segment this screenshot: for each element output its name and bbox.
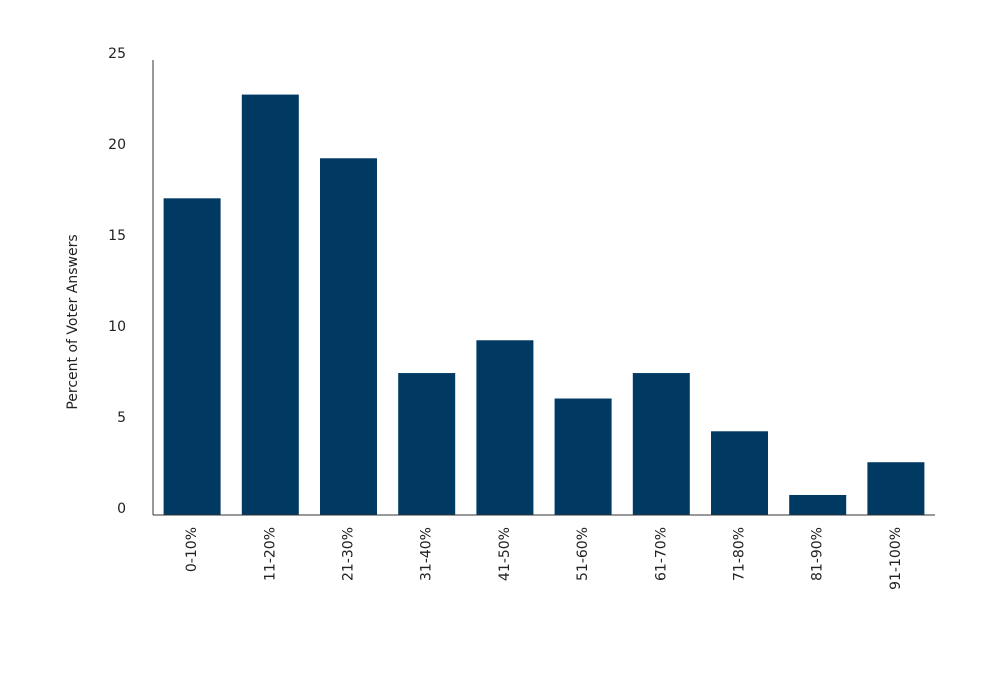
bar — [476, 340, 534, 515]
y-tick-label: 10 — [108, 319, 126, 335]
x-tick-label: 31-40% — [419, 527, 435, 581]
y-axis-label: Percent of Voter Answers — [65, 234, 81, 409]
y-tick-label: 20 — [108, 137, 126, 153]
y-tick-label: 25 — [108, 46, 126, 62]
bar — [320, 158, 377, 515]
bar — [241, 94, 299, 515]
x-tick-label: 81-90% — [810, 527, 826, 581]
bar — [398, 373, 456, 515]
x-tick-label: 11-20% — [262, 527, 278, 581]
bar — [163, 198, 221, 515]
bar — [789, 494, 847, 515]
x-tick-label: 51-60% — [575, 527, 591, 581]
y-tick-label: 5 — [117, 410, 126, 426]
bar — [867, 462, 925, 515]
x-tick-label: 91-100% — [888, 527, 904, 590]
y-tick-label: 0 — [117, 501, 126, 517]
x-tick-label: 21-30% — [341, 527, 357, 581]
bar — [711, 431, 768, 515]
y-tick-label: 15 — [108, 228, 126, 244]
x-tick-label: 61-70% — [653, 527, 669, 581]
bar — [632, 373, 690, 515]
x-tick-label: 0-10% — [184, 527, 200, 572]
x-tick-label: 71-80% — [732, 527, 748, 581]
x-tick-label: 41-50% — [497, 527, 513, 581]
bar — [554, 398, 612, 515]
